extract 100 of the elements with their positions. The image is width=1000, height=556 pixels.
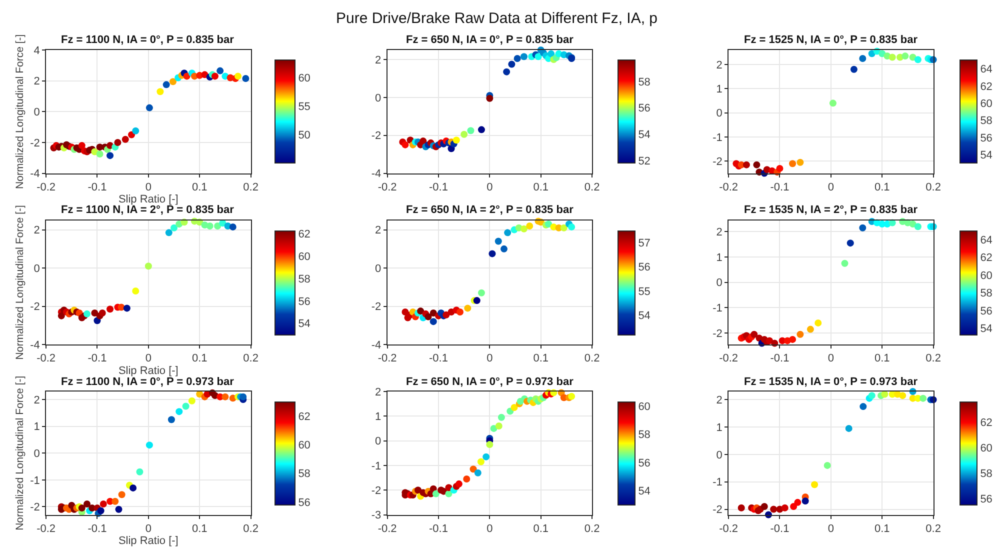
y-tick-label: 2 bbox=[374, 54, 382, 66]
x-tick-label: -0.1 bbox=[770, 181, 790, 194]
color-bar-label: 62 bbox=[980, 80, 992, 93]
color-bar-label: 62 bbox=[980, 416, 992, 429]
color-bar-label: 58 bbox=[638, 76, 650, 88]
color-bar-label: 60 bbox=[298, 251, 310, 264]
x-tick-label: 0.2 bbox=[926, 181, 941, 194]
x-tick-label: 0 bbox=[145, 522, 152, 535]
chart-title: Fz = 1100 N, IA = 2°, P = 0.835 bar bbox=[61, 204, 235, 216]
x-tick-label: 0.2 bbox=[243, 522, 258, 535]
x-tick-label: 0.1 bbox=[192, 352, 208, 365]
color-bar-label: 54 bbox=[638, 310, 650, 322]
x-tick-label: 0.1 bbox=[874, 352, 890, 365]
y-tick-label: 2 bbox=[716, 226, 722, 239]
color-bar-label: 58 bbox=[980, 288, 992, 300]
x-tick-label: 0 bbox=[145, 181, 152, 194]
color-bar-label: 60 bbox=[980, 98, 992, 110]
y-tick-label: 2 bbox=[374, 224, 382, 237]
y-tick-label: 0 bbox=[34, 262, 40, 275]
color-bar-label: 55 bbox=[298, 100, 310, 113]
color-bar-label: 56 bbox=[638, 102, 650, 115]
x-tick-label: -0.2 bbox=[719, 181, 738, 194]
y-tick-label: -3 bbox=[371, 510, 382, 522]
x-tick-label: -0.2 bbox=[378, 181, 397, 194]
y-tick-label: 1 bbox=[716, 422, 722, 434]
y-axis-title: Normalized Longitudinal Force [-] bbox=[14, 204, 26, 360]
chart-title: Fz = 1535 N, IA = 2°, P = 0.835 bar bbox=[744, 204, 918, 216]
color-bar-label: 60 bbox=[298, 72, 310, 84]
x-tick-label: -0.1 bbox=[429, 522, 448, 535]
y-tick-label: 2 bbox=[34, 394, 40, 406]
color-bar-label: 60 bbox=[638, 400, 650, 413]
y-tick-label: 0 bbox=[374, 92, 382, 104]
x-tick-label: -0.2 bbox=[378, 352, 397, 365]
chart-title: Fz = 1535 N, IA = 0°, P = 0.973 bar bbox=[744, 376, 918, 388]
x-tick-label: -0.1 bbox=[770, 352, 790, 365]
color-bar-label: 62 bbox=[980, 252, 992, 264]
x-tick-label: 0 bbox=[486, 181, 493, 194]
color-bar-label: 58 bbox=[298, 468, 310, 480]
y-tick-label: 0 bbox=[34, 106, 40, 118]
y-tick-label: -2 bbox=[30, 301, 40, 314]
y-tick-label: 2 bbox=[34, 224, 40, 237]
x-tick-label: 0 bbox=[486, 352, 493, 365]
x-tick-label: 0.2 bbox=[584, 181, 600, 194]
color-bar-label: 60 bbox=[980, 270, 992, 282]
y-tick-label: 4 bbox=[34, 44, 40, 57]
y-tick-label: 1 bbox=[716, 84, 722, 96]
y-tick-label: -1 bbox=[712, 302, 722, 315]
x-tick-label: -0.2 bbox=[378, 522, 397, 535]
y-tick-label: 2 bbox=[716, 59, 722, 72]
x-tick-label: 0.2 bbox=[584, 522, 600, 535]
x-tick-label: -0.1 bbox=[88, 181, 107, 194]
x-tick-label: 0 bbox=[828, 181, 834, 194]
x-tick-label: -0.2 bbox=[719, 522, 738, 535]
color-bar-label: 56 bbox=[298, 496, 310, 509]
y-tick-label: -4 bbox=[371, 339, 382, 352]
x-tick-label: 0.2 bbox=[926, 352, 941, 365]
y-tick-label: -4 bbox=[30, 339, 40, 352]
x-axis-title: Slip Ratio [-] bbox=[118, 364, 178, 377]
color-bar-label: 57 bbox=[638, 237, 650, 250]
color-bar-label: 56 bbox=[638, 457, 650, 470]
x-tick-label: -0.1 bbox=[429, 181, 448, 194]
y-tick-label: 0 bbox=[716, 277, 722, 290]
y-tick-label: -1 bbox=[371, 460, 382, 472]
x-tick-label: 0 bbox=[828, 352, 834, 365]
x-axis-title: Slip Ratio [-] bbox=[118, 535, 178, 548]
color-bar-label: 56 bbox=[980, 132, 992, 144]
color-bar-label: 60 bbox=[980, 442, 992, 454]
color-bar-label: 55 bbox=[638, 286, 650, 298]
x-tick-label: 0.1 bbox=[874, 522, 890, 535]
chart-title: Fz = 650 N, IA = 0°, P = 0.973 bar bbox=[406, 376, 574, 388]
x-tick-label: -0.1 bbox=[88, 352, 107, 365]
x-tick-label: 0.1 bbox=[533, 522, 549, 535]
color-bar-label: 64 bbox=[980, 234, 992, 246]
color-bar-label: 62 bbox=[298, 228, 310, 241]
color-bar-label: 52 bbox=[638, 156, 650, 168]
x-tick-label: 0.2 bbox=[584, 352, 600, 365]
y-tick-label: 0 bbox=[716, 449, 722, 462]
color-bar-label: 56 bbox=[980, 305, 992, 318]
x-tick-label: 0 bbox=[145, 352, 152, 365]
color-bar-label: 60 bbox=[298, 440, 310, 452]
y-axis-title: Normalized Longitudinal Force [-] bbox=[14, 376, 26, 530]
x-tick-label: 0.2 bbox=[243, 181, 258, 194]
x-tick-label: 0 bbox=[486, 522, 493, 535]
chart-title: Fz = 650 N, IA = 2°, P = 0.835 bar bbox=[406, 204, 574, 216]
y-tick-label: -2 bbox=[371, 130, 382, 142]
color-bar-label: 54 bbox=[638, 129, 650, 142]
y-tick-label: -2 bbox=[371, 484, 382, 497]
chart-title: Fz = 1525 N, IA = 0°, P = 0.835 bar bbox=[744, 34, 918, 46]
y-tick-label: 1 bbox=[716, 252, 722, 264]
y-tick-label: 1 bbox=[34, 421, 40, 434]
x-tick-label: 0.1 bbox=[192, 181, 208, 194]
x-tick-label: -0.2 bbox=[36, 522, 56, 535]
chart-title: Fz = 1100 N, IA = 0°, P = 0.835 bar bbox=[61, 34, 235, 46]
y-tick-label: 0 bbox=[374, 262, 382, 275]
color-bar-label: 58 bbox=[638, 429, 650, 442]
y-tick-label: -2 bbox=[712, 328, 722, 340]
chart-title: Fz = 1100 N, IA = 0°, P = 0.973 bar bbox=[61, 376, 235, 388]
color-bar-label: 56 bbox=[638, 262, 650, 274]
y-tick-label: 0 bbox=[374, 436, 382, 448]
y-tick-label: -4 bbox=[371, 168, 382, 180]
